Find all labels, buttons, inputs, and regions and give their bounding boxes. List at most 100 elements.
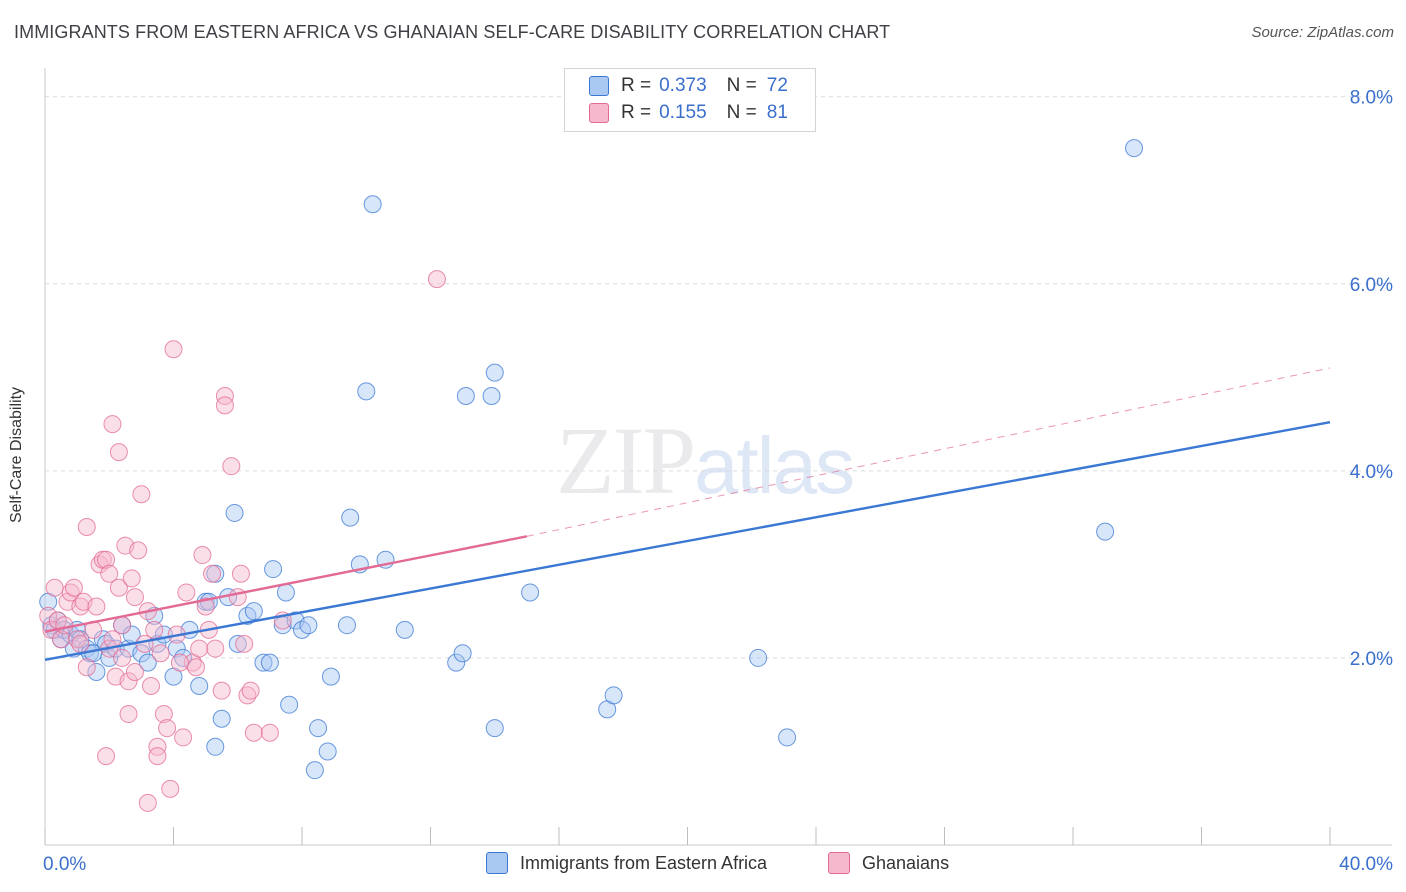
legend-n-label: N = [726,102,757,123]
legend-r-value: 0.373 [659,75,707,96]
legend-n-label: N = [726,75,757,96]
watermark-zip: ZIP [556,407,696,514]
data-point-ghanaians [151,644,170,663]
data-point-eastern-africa [341,508,360,527]
legend-row-pink: R = 0.155 N = 81 [589,100,788,126]
data-point-ghanaians [77,517,96,536]
data-point-eastern-africa [357,382,376,401]
data-point-ghanaians [244,723,263,742]
data-point-ghanaians [52,630,71,649]
data-point-eastern-africa [318,742,337,761]
data-point-eastern-africa [1125,139,1144,158]
data-point-eastern-africa [309,719,328,738]
data-point-eastern-africa [395,620,414,639]
trend-line-ghanaians [44,535,528,633]
data-point-ghanaians [164,340,183,359]
data-point-ghanaians [241,681,260,700]
chart-title: IMMIGRANTS FROM EASTERN AFRICA VS GHANAI… [14,22,891,42]
legend-swatch-blue [589,76,609,96]
data-point-eastern-africa [485,719,504,738]
data-point-ghanaians [190,639,209,658]
source-credit: Source: ZipAtlas.com [1251,24,1394,41]
data-point-ghanaians [148,737,167,756]
data-point-eastern-africa [778,728,797,747]
series-swatch-blue [486,852,508,874]
data-point-eastern-africa [485,363,504,382]
data-point-eastern-africa [305,761,324,780]
data-point-eastern-africa [244,602,263,621]
data-point-ghanaians [186,658,205,677]
data-point-eastern-africa [190,676,209,695]
data-point-ghanaians [170,653,189,672]
legend-r-label: R = [621,75,652,96]
data-point-ghanaians [77,658,96,677]
series-legend-item-eastern-africa: Immigrants from Eastern Africa [486,852,767,874]
data-point-ghanaians [109,578,128,597]
data-point-ghanaians [55,616,74,635]
data-point-ghanaians [103,415,122,434]
data-point-ghanaians [97,747,116,766]
series-swatch-pink [828,852,850,874]
y-tick-label: 2.0% [1350,649,1393,670]
data-point-ghanaians [125,662,144,681]
data-point-eastern-africa [337,616,356,635]
data-point-ghanaians [138,793,157,812]
y-tick-label: 6.0% [1350,275,1393,296]
data-point-eastern-africa [521,583,540,602]
data-point-ghanaians [142,676,161,695]
trend-line-eastern-africa [44,421,1331,661]
data-point-eastern-africa [228,634,247,653]
data-point-ghanaians [222,457,241,476]
data-point-ghanaians [215,396,234,415]
legend-row-blue: R = 0.373 N = 72 [589,73,788,99]
data-point-eastern-africa [276,583,295,602]
data-point-ghanaians [71,634,90,653]
data-point-ghanaians [177,583,196,602]
data-point-eastern-africa [456,387,475,406]
data-point-eastern-africa [206,737,225,756]
x-tick-label: 0.0% [43,854,86,875]
data-point-eastern-africa [453,644,472,663]
data-point-ghanaians [39,606,58,625]
data-point-eastern-africa [132,644,151,663]
series-legend: Immigrants from Eastern Africa Ghanaians [0,852,1406,876]
data-point-ghanaians [125,588,144,607]
data-point-ghanaians [129,541,148,560]
data-point-ghanaians [64,578,83,597]
data-point-eastern-africa [321,667,340,686]
data-point-ghanaians [145,620,164,639]
data-point-ghanaians [45,578,64,597]
data-point-eastern-africa [264,560,283,579]
data-point-ghanaians [122,569,141,588]
series-legend-label: Ghanaians [862,852,950,873]
data-point-ghanaians [154,705,173,724]
data-point-ghanaians [260,723,279,742]
data-point-ghanaians [215,387,234,406]
data-point-ghanaians [97,550,116,569]
legend-r-label: R = [621,102,652,123]
data-point-ghanaians [113,648,132,667]
x-tick-label: 40.0% [1339,854,1393,875]
data-point-ghanaians [132,485,151,504]
data-point-eastern-africa [363,195,382,214]
data-point-eastern-africa [293,620,311,639]
data-point-eastern-africa [482,387,501,406]
data-point-eastern-africa [604,686,623,705]
data-point-eastern-africa [260,653,279,672]
legend-n-value: 81 [766,102,788,123]
data-point-ghanaians [206,639,225,658]
data-point-ghanaians [158,719,177,738]
data-point-eastern-africa [447,653,466,672]
data-point-eastern-africa [299,616,318,635]
series-legend-label: Immigrants from Eastern Africa [520,852,768,873]
watermark: ZIPatlas [556,405,855,516]
data-point-eastern-africa [1096,522,1115,541]
data-point-ghanaians [196,597,215,616]
data-point-ghanaians [119,672,138,691]
data-point-ghanaians [203,564,222,583]
stats-legend: R = 0.373 N = 72 R = 0.155 N = 81 [564,68,816,132]
data-point-ghanaians [174,728,193,747]
y-tick-label: 4.0% [1350,462,1393,483]
data-point-ghanaians [109,443,128,462]
data-point-eastern-africa [254,653,273,672]
